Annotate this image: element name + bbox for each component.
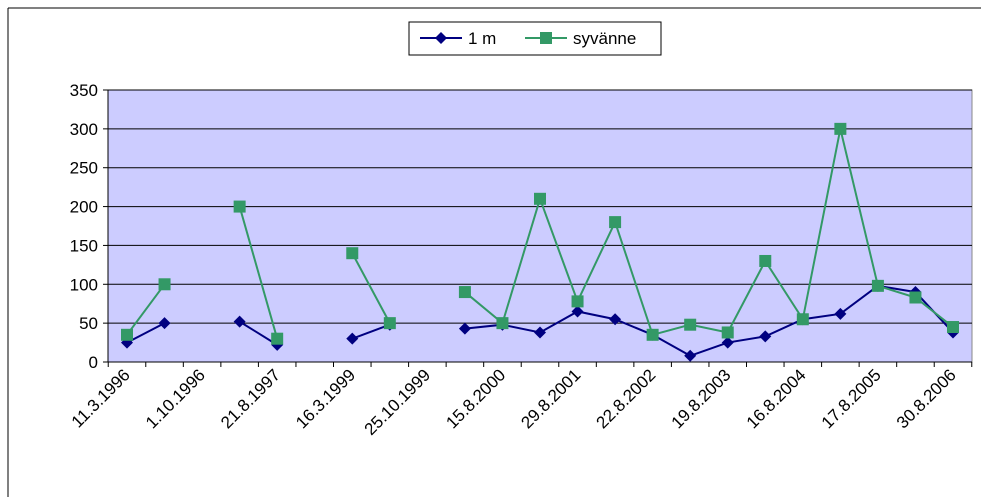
point-syvanne bbox=[646, 328, 659, 341]
point-1m bbox=[458, 322, 471, 335]
point-syvanne bbox=[571, 295, 584, 308]
series-syvanne bbox=[121, 122, 959, 345]
y-tick-label: 300 bbox=[70, 120, 98, 139]
series-line-syvanne bbox=[351, 252, 391, 324]
legend: 1 m syvänne bbox=[408, 21, 662, 56]
series-line-1m bbox=[464, 284, 954, 357]
plot-area bbox=[107, 89, 973, 363]
legend-marker-syvanne bbox=[540, 32, 552, 44]
y-tick-label: 100 bbox=[70, 275, 98, 294]
legend-label-1m: 1 m bbox=[468, 29, 496, 48]
point-syvanne bbox=[458, 286, 471, 299]
point-1m bbox=[158, 317, 171, 330]
point-syvanne bbox=[121, 328, 133, 341]
point-syvanne bbox=[947, 321, 959, 334]
y-tick-label: 250 bbox=[70, 159, 98, 178]
point-syvanne bbox=[271, 332, 284, 345]
y-tick-label: 50 bbox=[79, 314, 98, 333]
point-syvanne bbox=[721, 326, 734, 339]
series-line-syvanne bbox=[464, 128, 954, 337]
series-line-1m bbox=[126, 322, 166, 344]
series-line-1m bbox=[239, 320, 278, 346]
point-syvanne bbox=[684, 318, 697, 331]
point-1m bbox=[684, 349, 697, 362]
point-syvanne bbox=[609, 216, 622, 229]
point-syvanne bbox=[346, 247, 359, 260]
point-syvanne bbox=[909, 291, 922, 304]
point-syvanne bbox=[233, 200, 246, 213]
point-1m bbox=[759, 330, 772, 343]
y-tick-label: 150 bbox=[70, 236, 98, 255]
point-syvanne bbox=[871, 279, 884, 292]
y-tick-label: 350 bbox=[70, 81, 98, 100]
series-line-syvanne bbox=[238, 206, 279, 339]
point-syvanne bbox=[534, 192, 546, 205]
point-syvanne bbox=[759, 254, 772, 267]
series-line-1m bbox=[351, 323, 391, 340]
point-syvanne bbox=[383, 317, 396, 330]
point-1m bbox=[346, 332, 359, 345]
series-layer bbox=[121, 122, 959, 362]
point-syvanne bbox=[158, 278, 171, 291]
y-tick-label: 200 bbox=[70, 198, 98, 217]
point-1m bbox=[609, 313, 622, 326]
point-syvanne bbox=[496, 317, 509, 330]
point-1m bbox=[534, 326, 546, 339]
point-1m bbox=[571, 305, 584, 318]
point-1m bbox=[721, 336, 734, 349]
y-tick-label: 0 bbox=[89, 353, 98, 372]
point-1m bbox=[233, 315, 246, 328]
legend-marker-1m bbox=[435, 32, 447, 44]
series-line-syvanne bbox=[126, 283, 166, 336]
point-syvanne bbox=[796, 313, 809, 326]
point-1m bbox=[834, 307, 847, 320]
point-syvanne bbox=[834, 122, 847, 135]
legend-label-syvanne: syvänne bbox=[573, 29, 636, 48]
y-axis: 0 50 100 150 200 250 300 350 bbox=[70, 81, 109, 372]
